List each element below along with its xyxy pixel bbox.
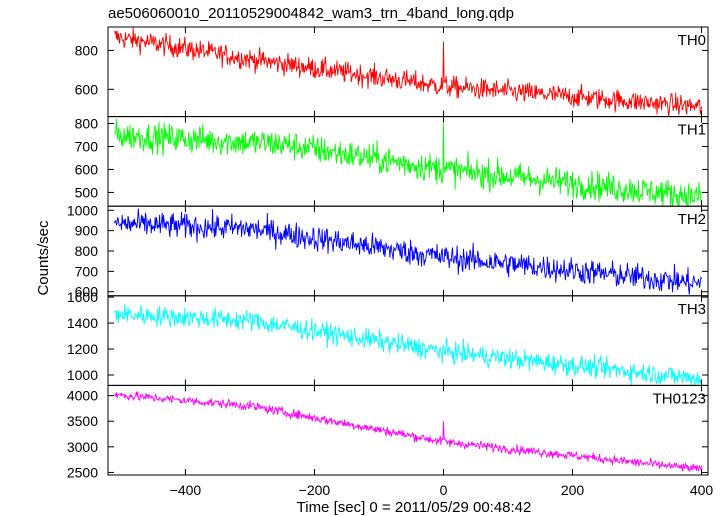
y-tick-label: 700: [75, 263, 99, 279]
y-tick-label: 600: [75, 161, 99, 177]
y-tick-label: 2500: [67, 464, 98, 480]
y-tick-label: 3000: [67, 439, 98, 455]
x-tick-label: 0: [440, 482, 448, 498]
series-line-th2: [114, 208, 702, 295]
y-tick-label: 700: [75, 138, 99, 154]
y-tick-label: 4000: [67, 388, 98, 404]
series-line-th1: [114, 118, 702, 207]
y-tick-label: 3500: [67, 413, 98, 429]
series-line-th0: [114, 27, 702, 117]
y-tick-label: 1600: [67, 289, 98, 305]
panel-label-th0123: TH0123: [653, 390, 706, 407]
y-tick-label: 900: [75, 223, 99, 239]
panels: 600 800 TH0 500 600 700 800 TH1 600 700 800 900 1000…: [67, 26, 714, 498]
x-axis-label: Time [sec] 0 = 2011/05/29 00:48:42: [297, 499, 532, 516]
panel-label-th3: TH3: [678, 301, 706, 318]
series-line-th3: [114, 303, 702, 386]
panel-label-th1: TH1: [678, 122, 706, 139]
x-tick-label: −200: [299, 482, 331, 498]
y-tick-label: 1200: [67, 341, 98, 357]
y-tick-label: 1400: [67, 315, 98, 331]
panel-label-th2: TH2: [678, 211, 706, 228]
x-tick-label: 400: [690, 482, 714, 498]
chart-title: ae506060010_20110529004842_wam3_trn_4ban…: [108, 5, 514, 22]
y-tick-label: 600: [75, 81, 99, 97]
x-tick-label: −400: [170, 482, 202, 498]
y-axis-label: Counts/sec: [35, 220, 52, 296]
y-tick-label: 800: [75, 115, 99, 131]
y-tick-label: 800: [75, 243, 99, 259]
y-tick-label: 800: [75, 42, 99, 58]
x-tick-label: 200: [561, 482, 585, 498]
panel-label-th0: TH0: [678, 32, 706, 49]
panel-frame: [107, 384, 709, 476]
series-line-th0123: [114, 391, 702, 473]
panel-frame: [107, 26, 709, 118]
y-tick-label: 1000: [67, 202, 98, 218]
y-tick-label: 1000: [67, 367, 98, 383]
y-tick-label: 600: [75, 284, 99, 300]
y-tick-label: 500: [75, 184, 99, 200]
